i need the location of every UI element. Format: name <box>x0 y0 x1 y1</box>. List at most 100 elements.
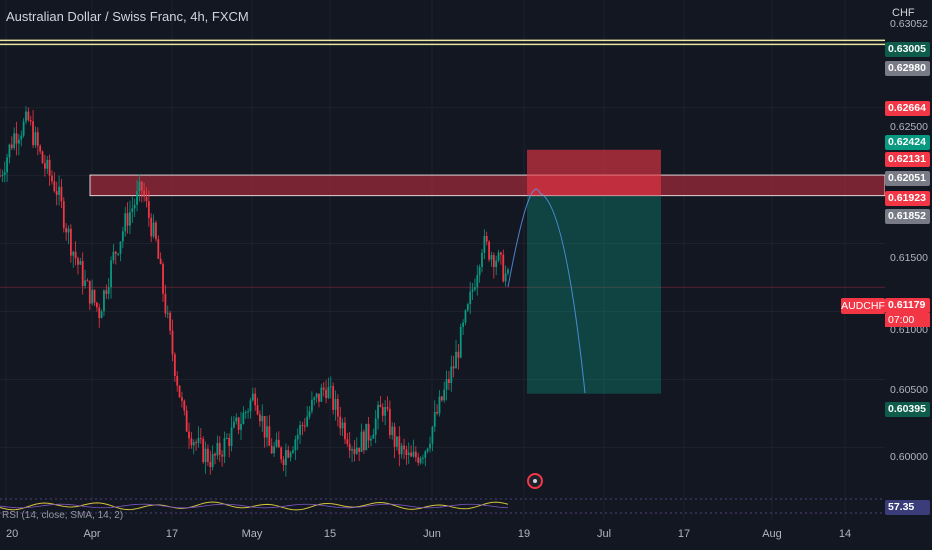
candle-body <box>320 387 323 402</box>
candle-body <box>43 163 46 169</box>
candle-body <box>263 416 266 438</box>
candle-body <box>414 451 417 458</box>
candle-body <box>107 287 110 294</box>
candle-body <box>478 267 481 276</box>
candle-body <box>0 175 1 177</box>
time-tick: Jul <box>596 528 612 540</box>
price-label-0.61923: 0.61923 <box>885 191 930 206</box>
candle-body <box>169 312 172 331</box>
candle-body <box>440 396 443 401</box>
candle-body <box>403 445 405 450</box>
candle-body <box>27 111 30 121</box>
candle-body <box>84 280 86 286</box>
bar-countdown: 07:00 <box>885 313 930 327</box>
candlestick-series <box>0 106 509 477</box>
candle-body <box>126 213 129 226</box>
candle-body <box>492 255 495 268</box>
candle-body <box>60 186 63 202</box>
candle-body <box>275 439 278 447</box>
candle-body <box>13 133 16 149</box>
candle-body <box>287 450 290 458</box>
candle-body <box>143 190 146 197</box>
rsi-label[interactable]: RSI (14, close, SMA, 14, 2) <box>2 510 124 521</box>
candle-body <box>500 252 502 255</box>
candle-body <box>299 425 301 435</box>
candle-body <box>150 217 153 237</box>
candle-body <box>327 387 330 399</box>
symbol-badge[interactable]: AUDCHF <box>841 298 885 314</box>
candle-body <box>504 273 507 282</box>
candle-body <box>443 389 446 401</box>
candle-body <box>261 416 264 422</box>
candle-body <box>207 448 209 462</box>
candle-body <box>110 260 112 288</box>
candle-body <box>344 422 346 440</box>
candle-body <box>497 252 500 261</box>
candle-body <box>273 446 275 454</box>
candle-body <box>190 438 193 446</box>
candle-body <box>365 423 368 451</box>
event-marker-icon[interactable] <box>527 473 543 489</box>
candle-body <box>39 145 42 152</box>
candle-body <box>459 326 462 358</box>
candle-body <box>18 139 20 144</box>
candle-body <box>77 258 79 265</box>
candle-body <box>379 404 382 408</box>
candle-body <box>6 157 8 173</box>
candle-body <box>396 436 398 447</box>
price-tick: 0.61500 <box>890 252 928 264</box>
candle-body <box>374 418 377 435</box>
candle-body <box>412 451 415 457</box>
candle-body <box>86 280 89 282</box>
candle-body <box>348 443 351 451</box>
candle-body <box>209 461 212 468</box>
candle-body <box>67 228 70 233</box>
candle-body <box>353 449 356 454</box>
candle-body <box>313 397 316 400</box>
candle-body <box>247 411 249 413</box>
candle-body <box>62 201 65 229</box>
candle-body <box>254 393 257 406</box>
candle-body <box>58 186 60 195</box>
price-tick: 0.60000 <box>890 451 928 463</box>
candle-body <box>266 426 268 438</box>
candle-body <box>3 172 6 176</box>
price-tick: 0.62500 <box>890 121 928 133</box>
candle-body <box>95 302 98 308</box>
rsi-value-label: 57.35 <box>885 500 930 515</box>
candle-body <box>211 453 214 468</box>
candle-body <box>162 264 164 294</box>
candle-body <box>303 425 306 427</box>
candle-body <box>117 253 120 255</box>
candle-body <box>157 239 160 259</box>
price-label-0.62980: 0.62980 <box>885 61 930 76</box>
candle-body <box>25 111 27 122</box>
time-axis-background <box>0 520 885 550</box>
candle-body <box>129 211 131 226</box>
candle-body <box>485 235 488 242</box>
candle-body <box>405 449 408 455</box>
rsi-signal-line <box>0 503 509 509</box>
candle-body <box>188 431 190 439</box>
candle-body <box>433 411 436 427</box>
candle-body <box>301 425 304 427</box>
candle-body <box>221 454 224 457</box>
candle-body <box>103 290 105 312</box>
candle-body <box>152 222 155 237</box>
candle-body <box>133 204 136 209</box>
candle-body <box>34 132 37 146</box>
time-tick: Aug <box>762 528 782 540</box>
price-label-0.62664: 0.62664 <box>885 101 930 116</box>
candle-body <box>483 235 486 253</box>
candle-body <box>223 438 226 457</box>
candle-body <box>121 231 124 242</box>
candle-body <box>358 447 361 452</box>
price-tick: 0.60500 <box>890 384 928 396</box>
candle-body <box>228 437 231 447</box>
candle-body <box>422 457 424 459</box>
candle-body <box>336 398 339 417</box>
candle-body <box>8 144 11 158</box>
candle-body <box>65 228 68 233</box>
currency-label: CHF <box>892 7 915 19</box>
